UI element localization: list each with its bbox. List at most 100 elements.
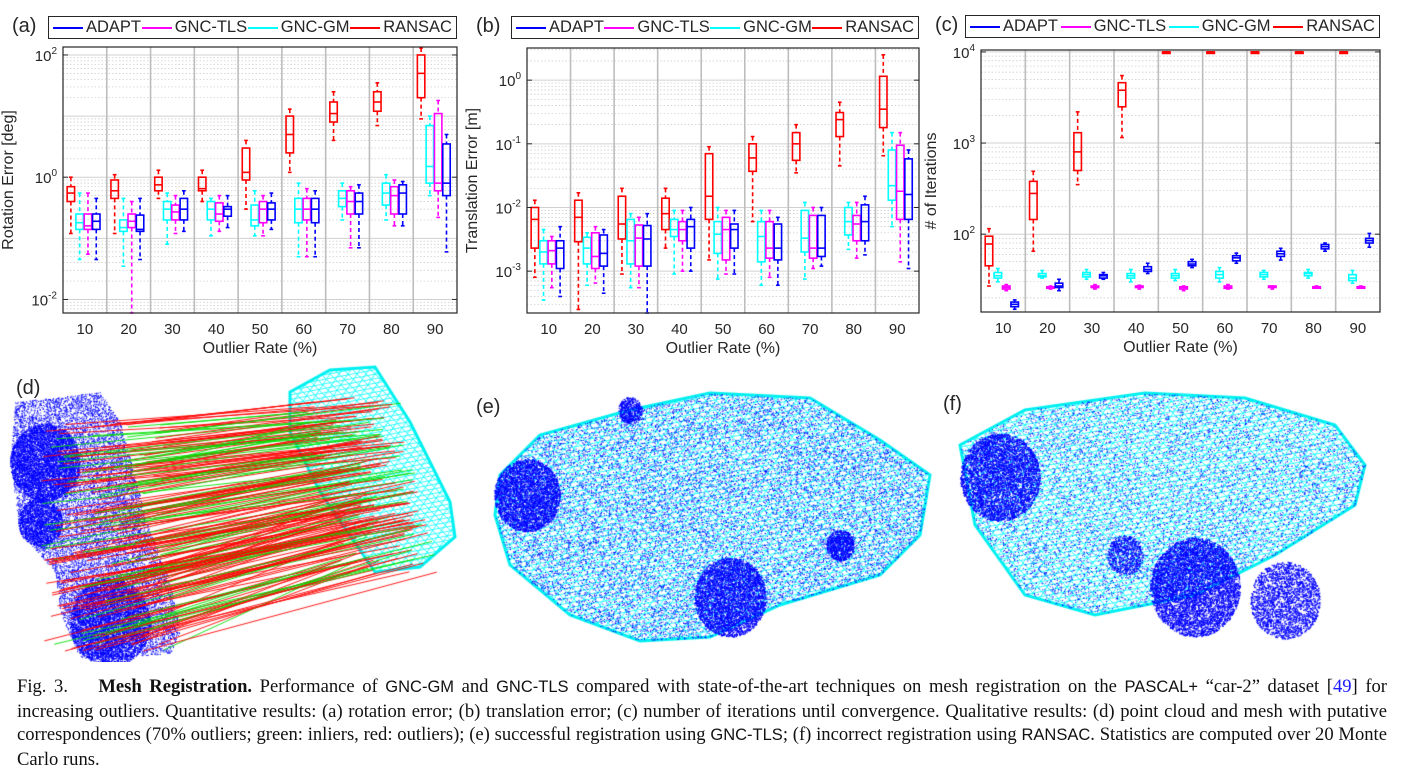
caption-title: Mesh Registration. (98, 676, 253, 697)
legend-label: ADAPT (86, 18, 142, 36)
box-ransac (791, 123, 801, 174)
y-tick-label: 103 (953, 134, 976, 153)
box-iqr (773, 223, 783, 261)
box-iqr (398, 184, 408, 215)
y-tick-label: 102 (35, 46, 58, 65)
box-iqr (800, 209, 810, 253)
box-iqr (547, 239, 557, 265)
box-gnc-tls (895, 131, 905, 263)
x-tick-label: 30 (628, 321, 645, 338)
box-ransac (1250, 51, 1260, 55)
x-axis-label: Outlier Rate (%) (203, 340, 318, 357)
citation-link[interactable]: 49 (1332, 676, 1352, 697)
panel-label-f: (f) (943, 393, 962, 415)
box-gnc-gm (425, 115, 435, 197)
box-iqr (66, 185, 76, 203)
box-gnc-tls (302, 187, 312, 258)
x-tick-label: 20 (584, 321, 601, 338)
box-adapt (1143, 262, 1153, 275)
box-gnc-tls (677, 209, 687, 272)
box-iqr (425, 124, 435, 184)
box-iqr (266, 202, 276, 221)
box-iqr (135, 214, 145, 233)
box-iqr (110, 179, 120, 200)
axes-frame (526, 47, 920, 314)
panel-label-d: (d) (16, 377, 41, 399)
x-tick-label: 50 (1172, 320, 1189, 337)
x-tick-label: 80 (1305, 320, 1322, 337)
x-tick-label: 20 (120, 321, 137, 338)
box-ransac (285, 108, 295, 174)
box-adapt (91, 197, 101, 261)
box-ransac (1117, 74, 1127, 139)
legend-swatch (812, 26, 843, 29)
caption-text: Performance of (252, 676, 386, 697)
box-ransac (197, 169, 207, 203)
box-iqr (765, 220, 775, 259)
box-iqr (816, 214, 826, 258)
caption-text: . Statistics are computed over 20 Monte … (17, 724, 1387, 770)
box-adapt (555, 225, 565, 298)
legend-swatch (516, 26, 546, 29)
legend-swatch (1168, 25, 1199, 28)
x-tick-label: 50 (252, 321, 269, 338)
chart-2: 102 103 104 10 20 30 40 50 60 70 80 90 Outlier Rate … (923, 43, 1381, 356)
box-adapt (642, 212, 652, 314)
box-iqr (721, 216, 731, 261)
box-iqr (634, 224, 644, 267)
box-iqr (241, 147, 251, 181)
box-iqr (642, 224, 652, 267)
box-gnc-tls (1134, 284, 1144, 290)
box-iqr (329, 101, 339, 123)
x-tick-label: 60 (1216, 320, 1233, 337)
box-iqr (704, 152, 714, 221)
box-iqr (433, 112, 443, 192)
legend-swatch (53, 26, 83, 29)
chart-0: 10-2 100 102 10 20 30 40 50 60 70 80 90 Outlier Rate… (0, 46, 458, 357)
box-gnc-tls (590, 225, 600, 284)
box-ransac (878, 54, 888, 157)
box-iqr (756, 220, 766, 263)
legend-item-gnc-tls: GNC-TLS (604, 18, 710, 37)
box-adapt (599, 228, 609, 295)
box-ransac (153, 169, 163, 200)
box-iqr (1028, 180, 1038, 221)
x-tick-label: 90 (1349, 320, 1366, 337)
caption-text: “car-2” dataset [ (1198, 676, 1333, 697)
box-gnc-gm (800, 201, 810, 280)
x-tick-label: 40 (208, 321, 225, 338)
box-adapt (441, 133, 452, 253)
box-iqr (729, 223, 739, 249)
legend-item-gnc-gm: GNC-GM (247, 18, 350, 37)
box-gnc-gm (337, 182, 347, 221)
box-gnc-gm (1214, 266, 1225, 283)
legend-label: ADAPT (549, 18, 605, 36)
box-gnc-gm (626, 212, 636, 289)
y-tick-label: 102 (953, 225, 976, 244)
box-iqr (162, 200, 172, 221)
legend-c: ADAPT GNC-TLS GNC-GM RANSAC (965, 15, 1380, 38)
panel-label-a: (a) (12, 15, 37, 37)
x-tick-label: 70 (339, 321, 356, 338)
caption-text: compared with state-of-the-art technique… (568, 676, 1125, 697)
box-iqr (381, 182, 391, 206)
box-gnc-tls (433, 99, 443, 219)
caption-fig-number: Fig. 3. (17, 676, 68, 697)
box-gnc-gm (1126, 268, 1136, 283)
box-adapt (1364, 232, 1374, 248)
box-gnc-gm (1170, 268, 1180, 282)
box-iqr (852, 214, 862, 242)
box-gnc-gm (756, 209, 766, 287)
y-tick-label: 104 (953, 43, 976, 62)
box-ransac (835, 101, 845, 167)
box-adapt (1276, 247, 1286, 261)
x-tick-label: 30 (1083, 320, 1100, 337)
y-tick-label: 10-1 (495, 135, 521, 154)
box-iqr (258, 200, 268, 224)
caption-text: and (454, 676, 497, 697)
y-axis-label: Rotation Error [deg] (0, 110, 17, 250)
box-iqr (573, 199, 583, 243)
legend-label: GNC-GM (743, 18, 812, 36)
gnc-tls-registration-image (480, 365, 950, 650)
box-adapt (1231, 252, 1241, 265)
